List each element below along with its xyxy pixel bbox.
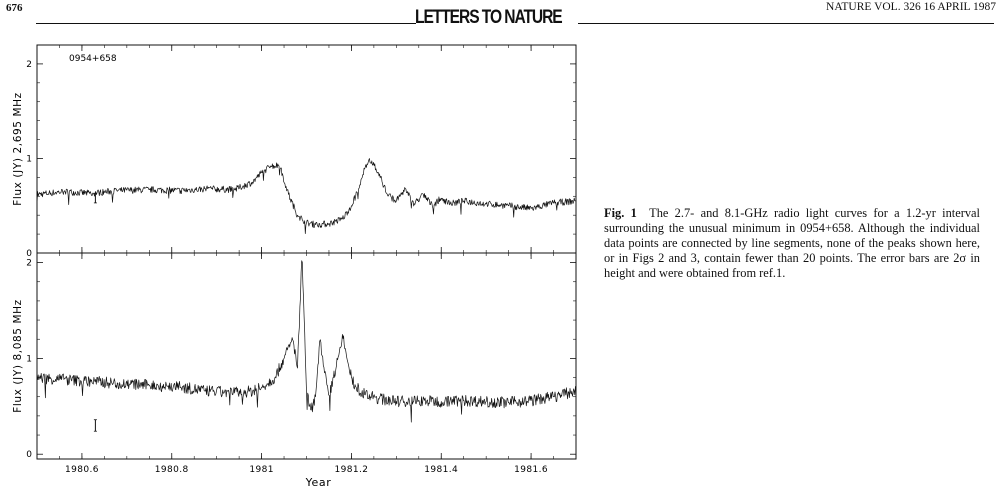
x-axis-label: Year xyxy=(305,476,332,489)
light-curve-figure: 0 1 2 Flux (JY) 2,695 MHz 0954+658 0 1 2 Flux (… xyxy=(12,44,577,489)
y-axis-label: Flux (JY) 8,085 MHz xyxy=(12,299,24,412)
page-number: 676 xyxy=(6,2,23,14)
header-rule-right xyxy=(578,23,994,24)
source-annotation: 0954+658 xyxy=(69,54,117,64)
x-tick-label: 1981 xyxy=(249,465,274,475)
y-tick-label: 0 xyxy=(26,249,32,259)
y-tick-label: 1 xyxy=(26,354,32,364)
x-tick-label: 1980.8 xyxy=(155,465,189,475)
light-curve-line xyxy=(36,260,577,423)
figure-caption-text: The 2.7- and 8.1-GHz radio light curves … xyxy=(604,206,980,280)
x-tick-label: 1981.2 xyxy=(334,465,368,475)
issue-info: NATURE VOL. 326 16 APRIL 1987 xyxy=(826,1,996,13)
y-tick-label: 2 xyxy=(26,60,32,70)
panel-8085-mhz: 0 1 2 Flux (JY) 8,085 MHz 1980.6 1980.8 1981 19… xyxy=(12,252,577,489)
light-curve-line xyxy=(36,158,577,234)
panel-2695-mhz: 0 1 2 Flux (JY) 2,695 MHz 0954+658 xyxy=(12,44,577,259)
header-rule-left xyxy=(36,23,416,24)
y-tick-label: 2 xyxy=(26,259,32,269)
y-tick-label: 1 xyxy=(26,154,32,164)
y-tick-label: 0 xyxy=(26,450,32,460)
plot-frame xyxy=(36,252,577,460)
x-tick-label: 1981.6 xyxy=(514,465,548,475)
y-axis-label: Flux (JY) 2,695 MHz xyxy=(12,92,24,205)
figure-label: Fig. 1 xyxy=(604,206,637,220)
x-tick-label: 1981.4 xyxy=(424,465,458,475)
journal-section-title: LETTERS TO NATURE xyxy=(415,7,563,28)
x-tick-label: 1980.6 xyxy=(65,465,99,475)
figure-caption: Fig. 1 The 2.7- and 8.1-GHz radio light … xyxy=(604,206,980,281)
